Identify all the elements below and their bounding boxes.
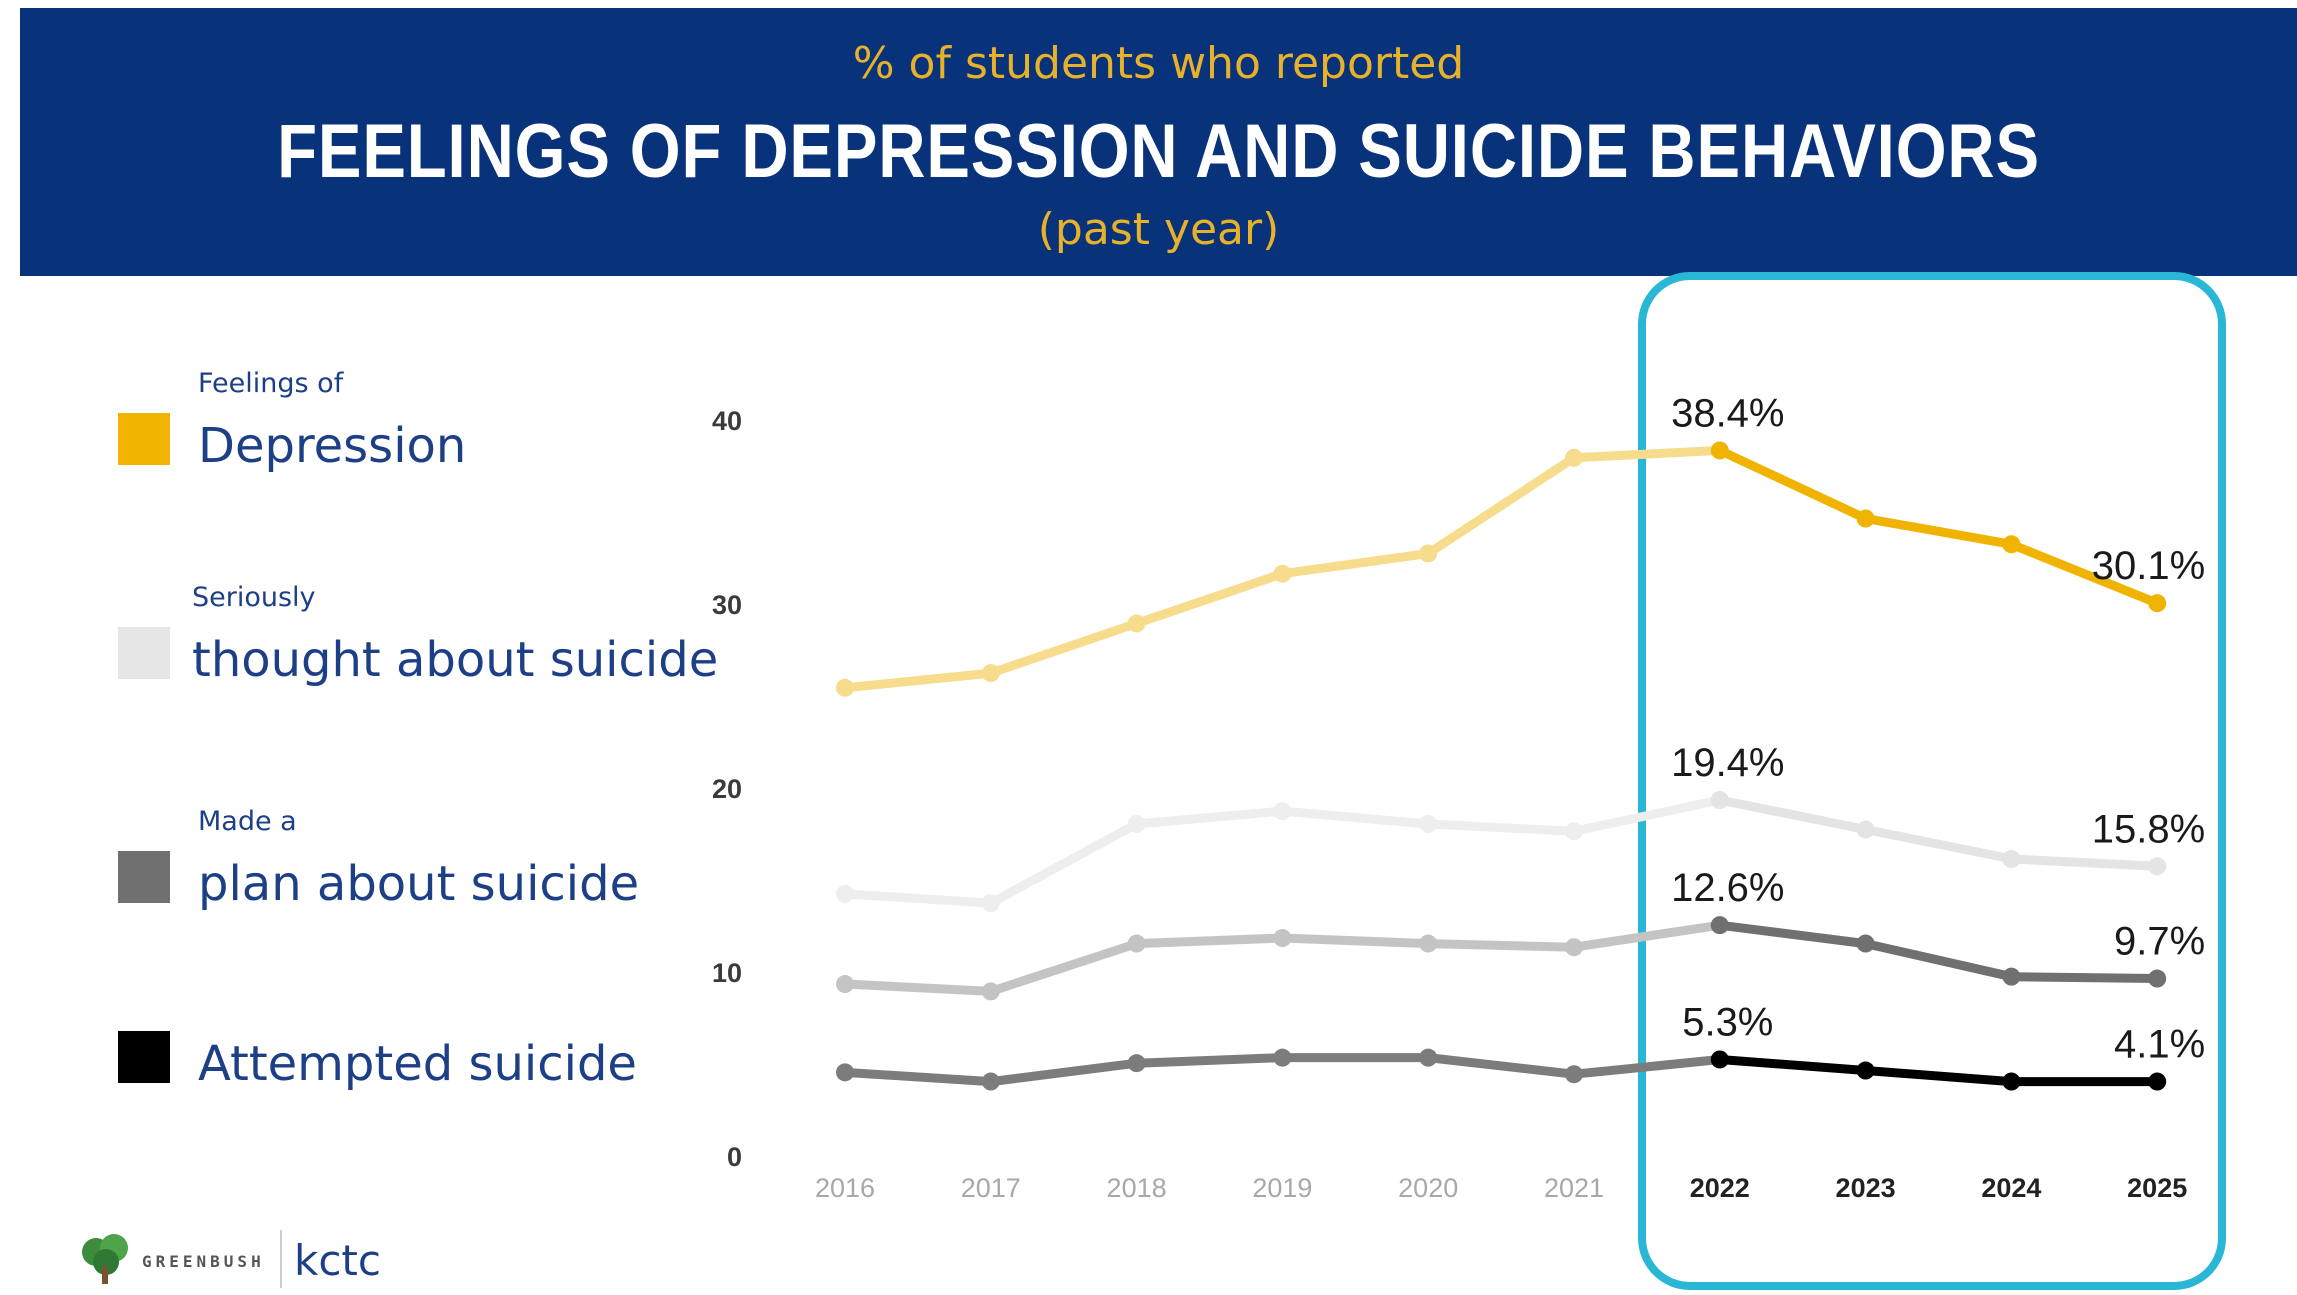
- data-point: [1565, 938, 1583, 957]
- y-tick-label: 0: [727, 1142, 742, 1172]
- y-tick-label: 40: [712, 406, 742, 436]
- data-label: 4.1%: [2114, 1023, 2205, 1067]
- data-point: [1856, 934, 1875, 953]
- footer-logos: GREENBUSH kctc: [78, 1230, 398, 1290]
- greenbush-logo-text: GREENBUSH: [142, 1252, 265, 1271]
- x-tick-label: 2017: [961, 1173, 1021, 1203]
- data-label: 5.3%: [1682, 1000, 1773, 1044]
- data-point: [1710, 916, 1729, 935]
- series-line: [836, 791, 2167, 913]
- data-point: [2148, 857, 2167, 876]
- data-point: [981, 982, 1000, 1001]
- legend-swatch-depression: [118, 413, 170, 465]
- x-tick-label: 2022: [1690, 1173, 1750, 1203]
- data-point: [1419, 934, 1438, 953]
- series-line-highlight: [1715, 1055, 2162, 1087]
- data-label: 38.4%: [1671, 391, 1784, 435]
- data-point: [2002, 535, 2021, 554]
- data-point: [1127, 614, 1146, 633]
- data-point: [981, 894, 1000, 913]
- series-line-highlight: [1715, 445, 2162, 608]
- y-tick-label: 30: [712, 590, 742, 620]
- y-tick-label: 20: [712, 774, 742, 804]
- legend-label-small: Feelings of: [198, 368, 344, 399]
- x-tick-label: 2020: [1398, 1173, 1458, 1203]
- legend-swatch-thought: [118, 627, 170, 679]
- x-tick-label: 2023: [1836, 1173, 1896, 1203]
- chart-subtitle-bottom: (past year): [1037, 204, 1280, 255]
- data-point: [981, 1072, 1000, 1091]
- data-label: 15.8%: [2092, 807, 2205, 851]
- series-line: [836, 916, 2167, 1001]
- x-tick-label: 2018: [1107, 1173, 1167, 1203]
- x-tick-label: 2024: [1981, 1173, 2041, 1203]
- data-point: [836, 884, 854, 903]
- data-point: [981, 664, 1000, 683]
- data-point: [2002, 1072, 2021, 1091]
- x-tick-label: 2016: [815, 1173, 875, 1203]
- data-point: [836, 975, 854, 994]
- data-point: [2002, 849, 2021, 868]
- highlight-box: [1638, 272, 2226, 1290]
- legend-swatch-plan: [118, 851, 170, 903]
- data-point: [1856, 820, 1875, 839]
- chart-title: FEELINGS OF DEPRESSION AND SUICIDE BEHAV…: [277, 109, 2040, 194]
- data-point: [1127, 1054, 1146, 1073]
- data-point: [1565, 448, 1583, 467]
- legend-label: thought about suicide: [192, 632, 719, 688]
- series-line: [836, 441, 2167, 697]
- data-label-layer: 38.4% 30.1% 19.4% 15.8% 12.6% 9.7% 5.3% 4.1%: [1671, 391, 2205, 1066]
- data-point: [1273, 929, 1292, 948]
- data-label: 30.1%: [2092, 544, 2205, 588]
- title-banner: % of students who reported FEELINGS OF D…: [20, 8, 2297, 276]
- greenbush-tree-icon: [82, 1234, 128, 1284]
- series-line-highlight: [1715, 795, 2162, 871]
- legend-swatch-attempted: [118, 1031, 170, 1083]
- data-point: [1419, 544, 1438, 563]
- data-point: [2002, 967, 2021, 986]
- chart-subtitle-top: % of students who reported: [852, 38, 1465, 89]
- legend-label: Attempted suicide: [198, 1036, 637, 1092]
- data-point: [2148, 969, 2167, 988]
- data-point: [836, 678, 854, 697]
- x-axis: 2016 2017 2018 2019 2020 2021 2022 2023 2024 2025: [815, 1173, 2187, 1203]
- data-point: [1127, 814, 1146, 833]
- data-point: [1273, 802, 1292, 821]
- data-point: [1565, 822, 1583, 841]
- legend-label-small: Seriously: [192, 582, 316, 613]
- data-point: [1419, 1048, 1438, 1067]
- data-point: [1856, 1061, 1875, 1080]
- data-point: [836, 1063, 854, 1082]
- logo-divider: [280, 1230, 282, 1288]
- series-line-highlight: [1715, 920, 2162, 983]
- legend-label: Depression: [198, 418, 467, 474]
- data-point: [1710, 1050, 1729, 1069]
- data-point: [1565, 1065, 1583, 1084]
- legend-label-small: Made a: [198, 806, 297, 837]
- x-tick-label: 2019: [1252, 1173, 1312, 1203]
- data-point: [1856, 509, 1875, 528]
- series-line: [836, 1048, 2167, 1091]
- x-tick-label: 2025: [2127, 1173, 2187, 1203]
- data-point: [2148, 594, 2167, 613]
- data-point: [2148, 1072, 2167, 1091]
- data-label: 12.6%: [1671, 866, 1784, 910]
- legend-label: plan about suicide: [198, 856, 640, 912]
- series-layer: [836, 441, 2167, 1091]
- y-axis: 0 10 20 30 40: [712, 406, 742, 1172]
- kctc-logo-text: kctc: [294, 1236, 381, 1285]
- y-tick-label: 10: [712, 958, 742, 988]
- data-point: [1710, 441, 1729, 460]
- data-point: [1273, 564, 1292, 583]
- data-label: 9.7%: [2114, 920, 2205, 964]
- data-point: [1419, 814, 1438, 833]
- x-tick-label: 2021: [1544, 1173, 1604, 1203]
- data-point: [1127, 934, 1146, 953]
- data-label: 19.4%: [1671, 741, 1784, 785]
- data-point: [1273, 1048, 1292, 1067]
- data-point: [1710, 791, 1729, 810]
